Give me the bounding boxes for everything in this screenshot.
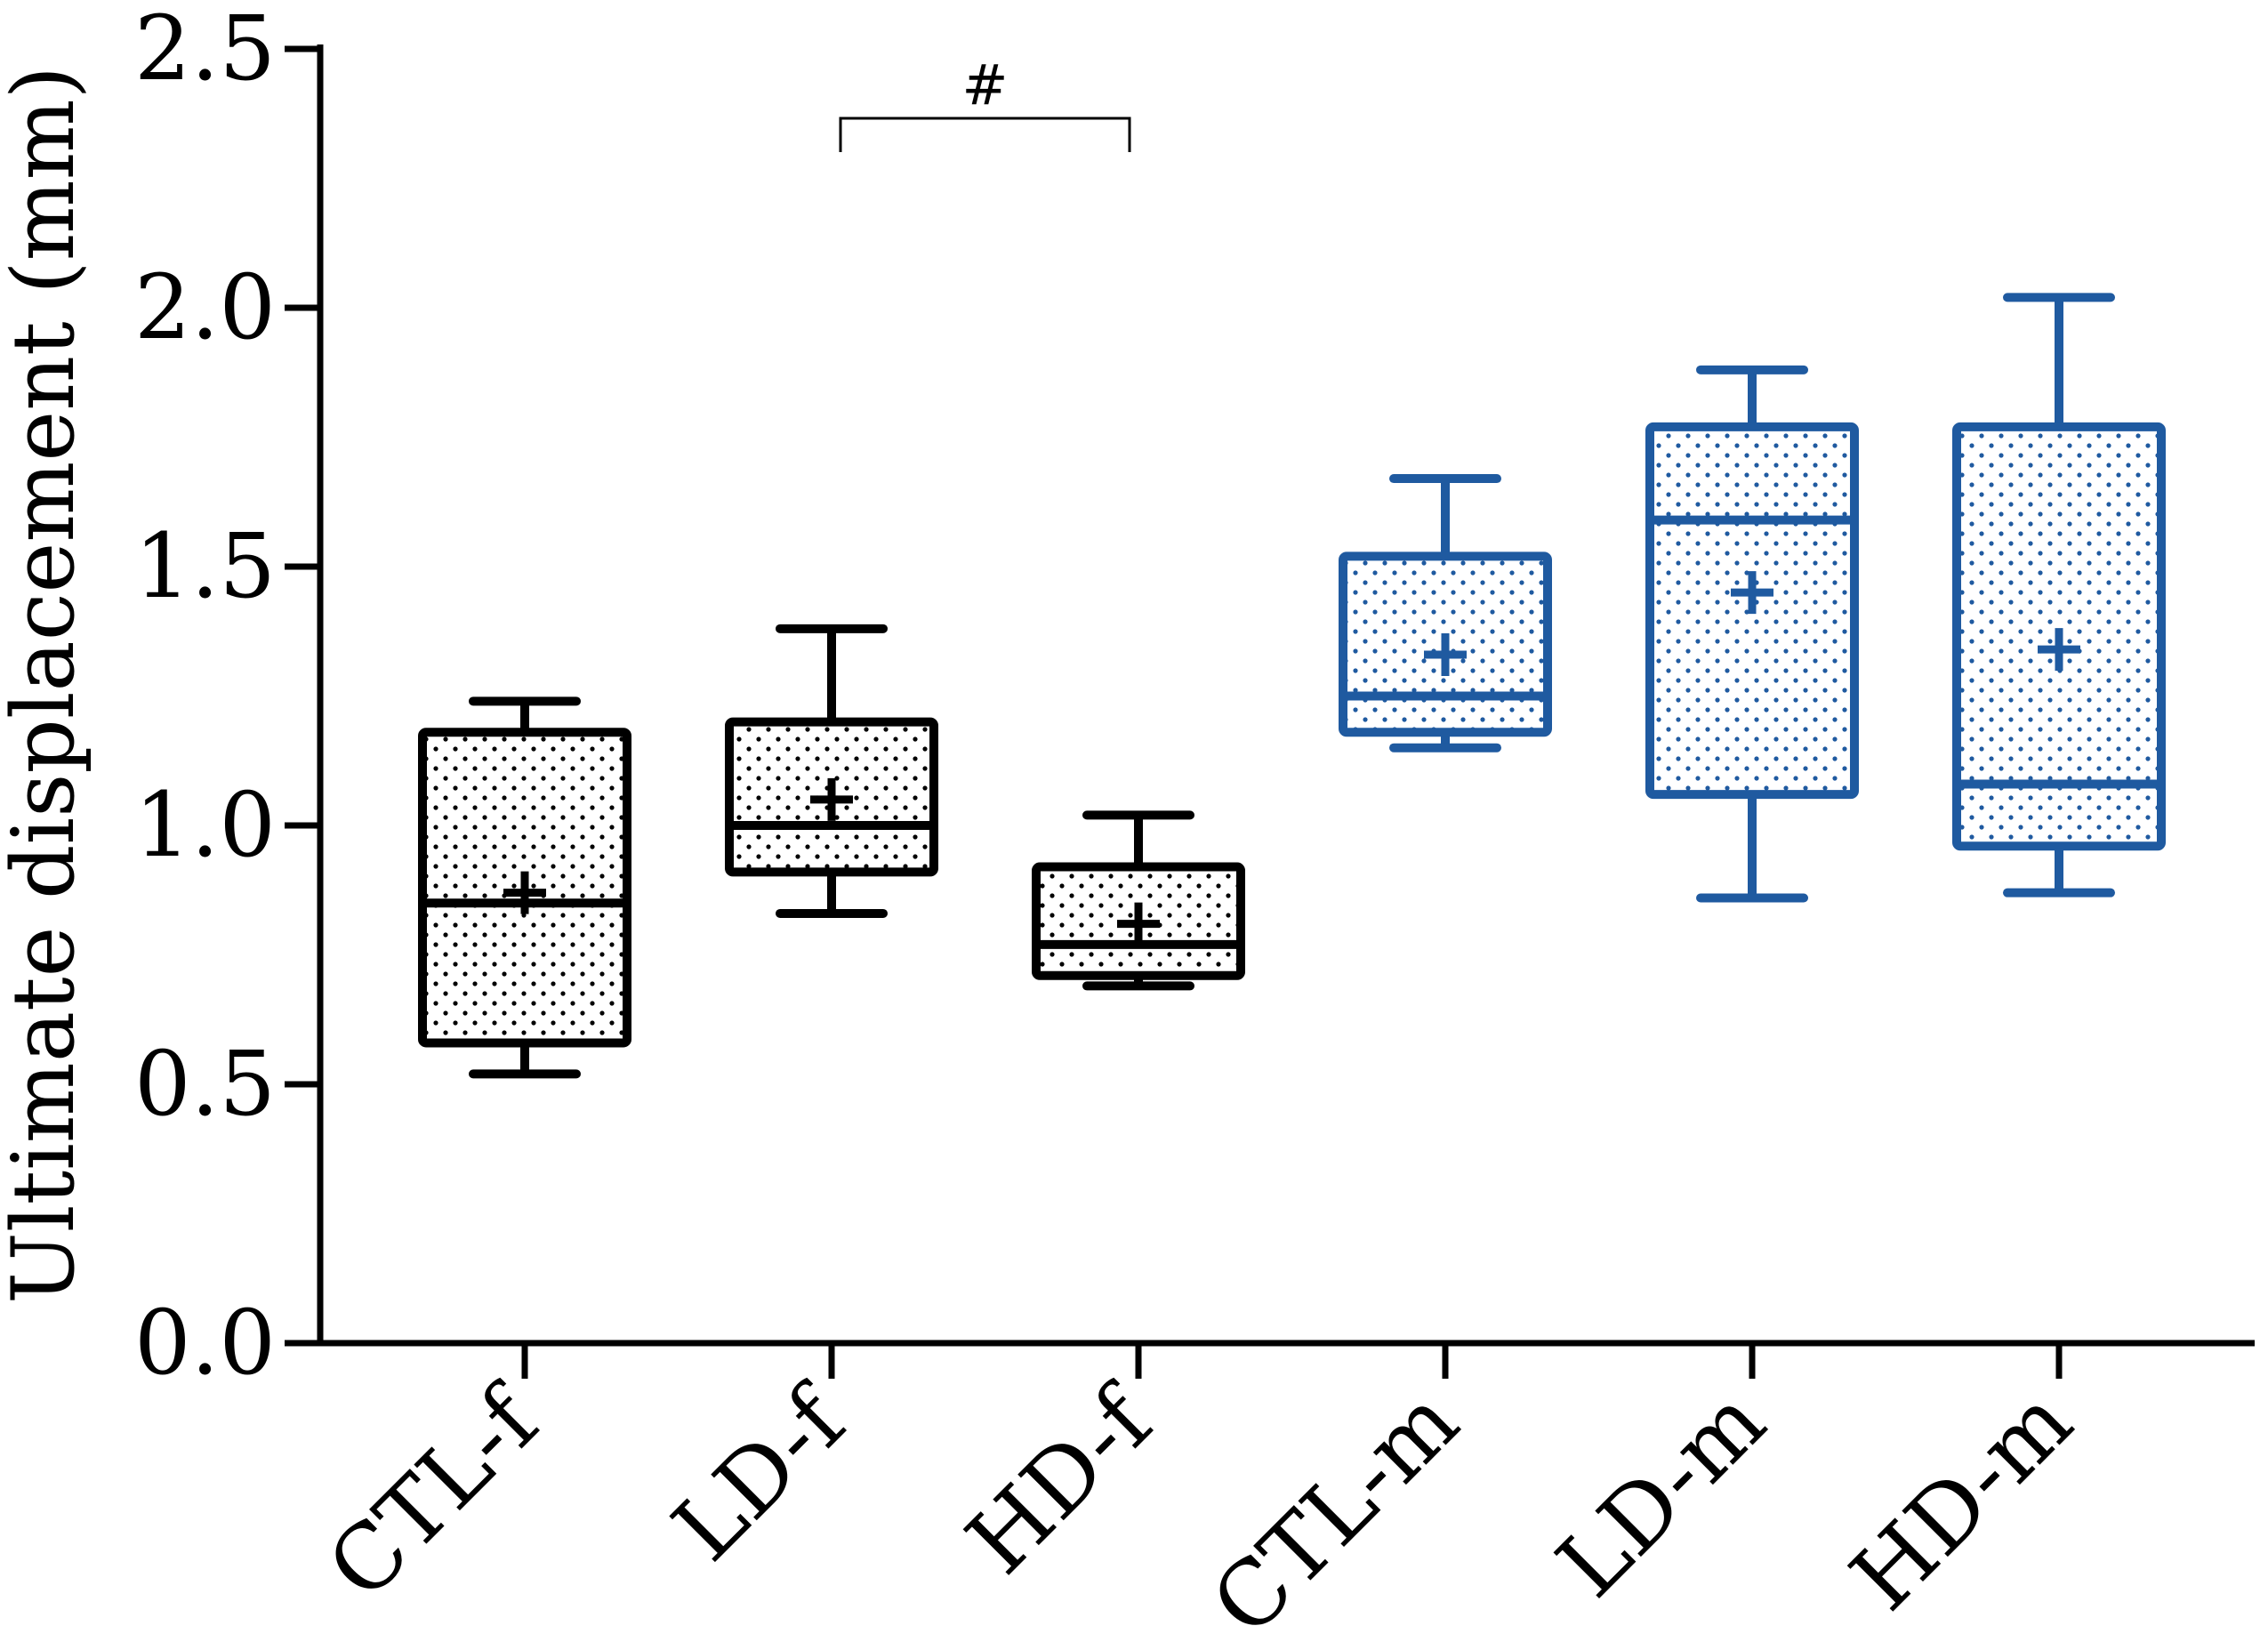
y-tick-label: 0.0 xyxy=(134,1291,276,1395)
mean-marker xyxy=(503,871,546,914)
mean-marker xyxy=(810,777,853,821)
x-axis: CTL-f LD-f HD-f CTL-m LD-m HD-m xyxy=(308,1340,2255,1650)
y-tick-label: 1.0 xyxy=(134,773,276,877)
box-LD-m xyxy=(1645,365,1859,903)
mean-marker xyxy=(1117,902,1160,946)
box-HD-m xyxy=(1952,293,2166,897)
mean-marker xyxy=(2038,628,2080,672)
y-axis-title: Ultimate displacement (mm) xyxy=(0,66,93,1304)
box-CTL-f xyxy=(418,696,631,1079)
y-tick-label: 2.0 xyxy=(134,255,276,359)
x-tick-label: CTL-f xyxy=(308,1364,562,1619)
significance-label: # xyxy=(962,52,1009,117)
y-tick-label: 1.5 xyxy=(134,514,276,618)
box-LD-f xyxy=(725,624,938,918)
significance-bracket xyxy=(839,117,1131,153)
mean-marker xyxy=(1731,571,1773,615)
y-tick-label: 2.5 xyxy=(134,0,276,101)
x-tick-label: LD-f xyxy=(653,1364,869,1581)
x-tick-label: HD-f xyxy=(947,1364,1176,1593)
mean-marker xyxy=(1424,632,1467,676)
y-axis: 0.0 0.5 1.0 1.5 2.0 2.5 xyxy=(134,0,324,1395)
x-tick-label: HD-m xyxy=(1831,1369,2092,1630)
significance-annotations: # xyxy=(839,52,1131,153)
box-HD-f xyxy=(1032,810,1245,991)
box-CTL-m xyxy=(1339,474,1552,753)
x-tick-label: CTL-m xyxy=(1192,1369,1478,1650)
y-tick-label: 0.5 xyxy=(134,1032,276,1136)
x-tick-label: LD-m xyxy=(1537,1369,1785,1617)
box-series xyxy=(418,293,2166,1079)
